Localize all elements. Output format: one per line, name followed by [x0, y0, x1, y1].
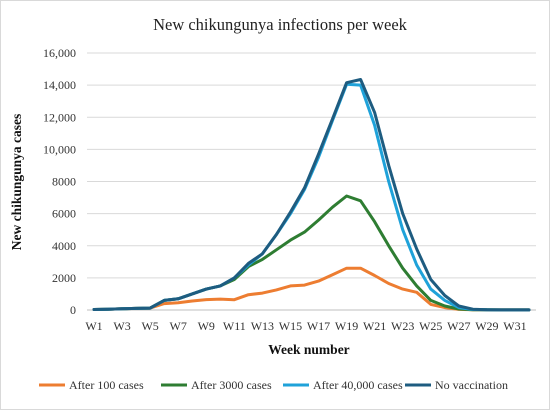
x-tick-label: W15 — [279, 319, 302, 333]
x-tick-label: W23 — [391, 319, 414, 333]
x-tick-label: W7 — [170, 319, 187, 333]
y-tick-label: 0 — [70, 303, 76, 317]
x-axis-ticks: W1 W3 W5 W7 W9 W11 W13 W15 W17 W19 W21 W23 W25 W27 W29… — [85, 319, 526, 333]
series-line — [92, 78, 531, 312]
series-lines — [92, 78, 531, 312]
series-line — [92, 194, 531, 312]
legend-label: After 3000 cases — [191, 378, 272, 392]
legend-label: After 100 cases — [69, 378, 144, 392]
y-tick-label: 10,000 — [43, 142, 76, 156]
y-tick-label: 14,000 — [43, 78, 76, 92]
x-tick-label: W27 — [447, 319, 470, 333]
x-tick-label: W31 — [503, 319, 526, 333]
x-tick-label: W11 — [223, 319, 246, 333]
y-axis-ticks: 0 2000 4000 6000 8000 10,000 12,000 14,000 16,00… — [43, 46, 76, 317]
y-tick-label: 4000 — [52, 239, 76, 253]
legend: After 100 cases After 3000 cases After 40,… — [39, 378, 508, 392]
x-tick-label: W25 — [419, 319, 442, 333]
gridlines — [87, 52, 536, 279]
legend-label: After 40,000 cases — [313, 378, 403, 392]
y-axis-label: New chikungunya cases — [9, 114, 24, 251]
y-tick-label: 12,000 — [43, 110, 76, 124]
x-axis-label: Week number — [268, 342, 349, 357]
x-tick-label: W5 — [141, 319, 158, 333]
y-tick-label: 6000 — [52, 207, 76, 221]
x-tick-label: W9 — [198, 319, 215, 333]
y-tick-label: 8000 — [52, 175, 76, 189]
chart-title: New chikungunya infections per week — [153, 15, 408, 34]
x-tick-label: W3 — [113, 319, 130, 333]
x-tick-label: W13 — [251, 319, 274, 333]
series-line — [92, 82, 531, 312]
y-tick-label: 16,000 — [43, 46, 76, 60]
x-tick-label: W19 — [335, 319, 358, 333]
x-tick-label: W1 — [85, 319, 102, 333]
x-tick-label: W17 — [307, 319, 330, 333]
x-tick-label: W29 — [475, 319, 498, 333]
x-tick-label: W21 — [363, 319, 386, 333]
legend-label: No vaccination — [435, 378, 508, 392]
y-tick-label: 2000 — [52, 271, 76, 285]
